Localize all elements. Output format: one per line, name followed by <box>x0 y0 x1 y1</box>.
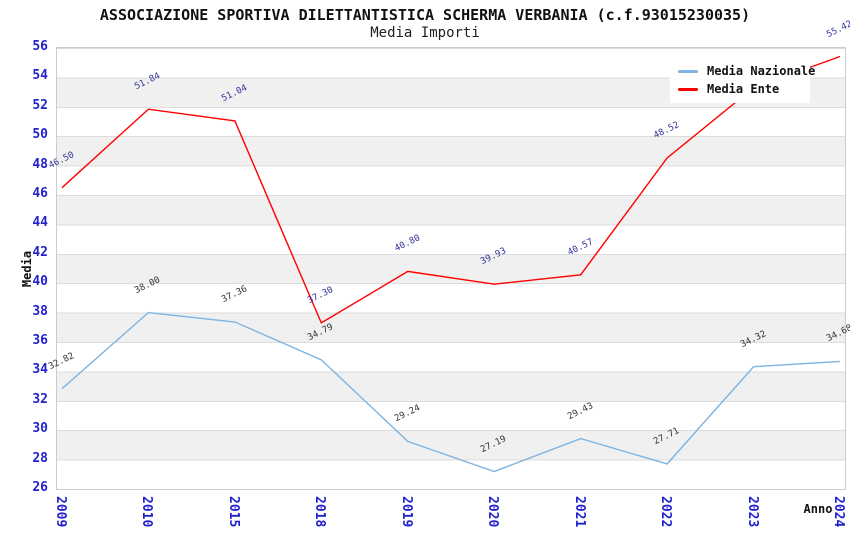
y-tick-label: 50 <box>32 127 48 143</box>
y-tick-label: 34 <box>32 362 48 378</box>
x-tick-label: 2015 <box>225 496 241 528</box>
y-tick-label: 48 <box>32 156 48 172</box>
y-tick-label: 32 <box>32 391 48 407</box>
chart-title: ASSOCIAZIONE SPORTIVA DILETTANTISTICA SC… <box>99 6 751 24</box>
y-tick-label: 30 <box>32 421 48 437</box>
y-tick-label: 26 <box>32 480 48 495</box>
legend-item-media-ente[interactable]: Media Ente <box>678 80 806 98</box>
y-tick-label: 56 <box>32 39 48 54</box>
x-tick-label: 2022 <box>658 496 674 528</box>
x-tick-label: 2023 <box>744 496 760 528</box>
series-line-media-nazionale <box>61 311 841 473</box>
y-tick-label: 42 <box>32 244 48 260</box>
series-line-media-ente <box>61 55 841 324</box>
series-svg <box>61 55 841 473</box>
x-tick-label: 2019 <box>398 496 414 528</box>
legend-label-ente: Media Ente <box>707 82 780 96</box>
y-tick-label: 52 <box>32 97 48 113</box>
x-tick-label: 2009 <box>53 496 68 528</box>
x-tick-label: 2020 <box>485 496 501 528</box>
y-tick-label: 36 <box>32 333 48 348</box>
x-tick-label: 2024 <box>831 496 846 528</box>
x-tick-label: 2018 <box>312 496 328 528</box>
x-tick-label: 2010 <box>139 496 155 528</box>
y-tick-label: 38 <box>32 303 48 319</box>
chart-subtitle: Media Importi <box>370 25 480 41</box>
data-label: 55.42 <box>825 18 850 40</box>
x-tick-label: 2021 <box>571 496 587 528</box>
x-axis-title: Anno <box>803 502 833 516</box>
plot-area: 32.82 38.00 37.36 34.79 29.24 27.19 29.43 27.71… <box>47 19 850 490</box>
legend-label-nazionale: Media Nazionale <box>707 64 816 78</box>
legend: Media Nazionale Media Ente <box>670 57 815 103</box>
legend-item-media-nazionale[interactable]: Media Nazionale <box>678 62 815 80</box>
y-tick-label: 44 <box>32 215 48 231</box>
y-tick-label: 46 <box>32 186 48 201</box>
y-tick-label: 28 <box>32 450 48 466</box>
y-tick-label: 54 <box>32 68 48 84</box>
legend-marker-nazionale <box>678 69 698 73</box>
y-tick-label: 40 <box>32 274 48 290</box>
legend-marker-ente <box>678 87 698 91</box>
